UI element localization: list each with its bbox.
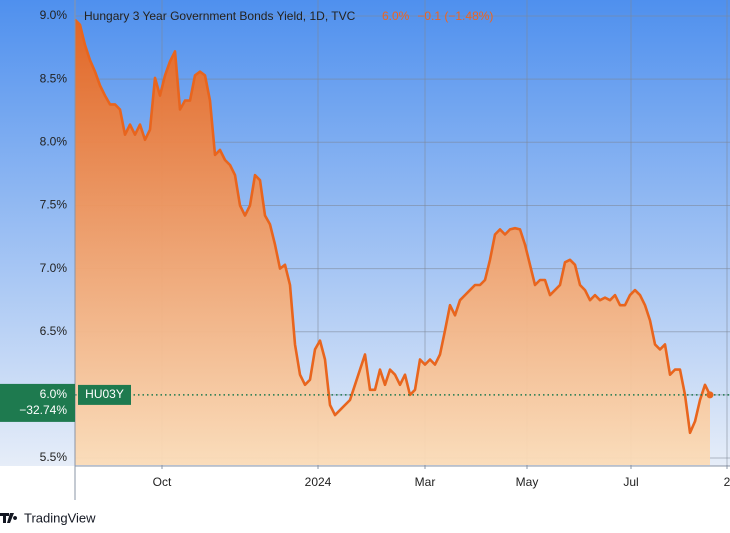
header-change: −0.1 (−1.48%) [417,9,493,23]
last-value-box [0,383,75,422]
x-tick-label: 2024 [305,475,332,489]
last-point [706,391,714,399]
x-tick-label: May [516,475,539,489]
ticker-box [78,384,131,405]
plot [74,18,730,466]
footer-brand: TradingView [24,510,96,525]
area [75,19,710,466]
y-tick-label: 7.5% [40,198,68,212]
header-value: 6.0% [382,9,410,23]
ticker-label: HU03Y [85,387,124,401]
x-tick-label: 2 [724,475,730,489]
last-value-label: 6.0% [40,387,68,401]
line [74,18,712,435]
labels: 5.5% 6.0% 6.5% 7.0% 7.5% 8.0% 8.5% 9.0% Oct 2024 M… [0,8,730,489]
last-change-label: −32.74% [19,403,67,417]
x-tick-label: Oct [153,475,172,489]
footer-logo: TradingView [0,510,96,525]
y-tick-label: 9.0% [40,8,68,22]
y-tick-label: 5.5% [40,450,68,464]
chart-title: Hungary 3 Year Government Bonds Yield, 1… [84,9,356,23]
y-tick-label: 8.0% [40,134,68,148]
y-tick-label: 7.0% [40,261,68,275]
x-tick-label: Jul [623,475,638,489]
y-tick-label: 6.5% [40,324,68,338]
y-tick-label: 8.5% [40,71,68,85]
x-tick-label: Mar [415,475,436,489]
